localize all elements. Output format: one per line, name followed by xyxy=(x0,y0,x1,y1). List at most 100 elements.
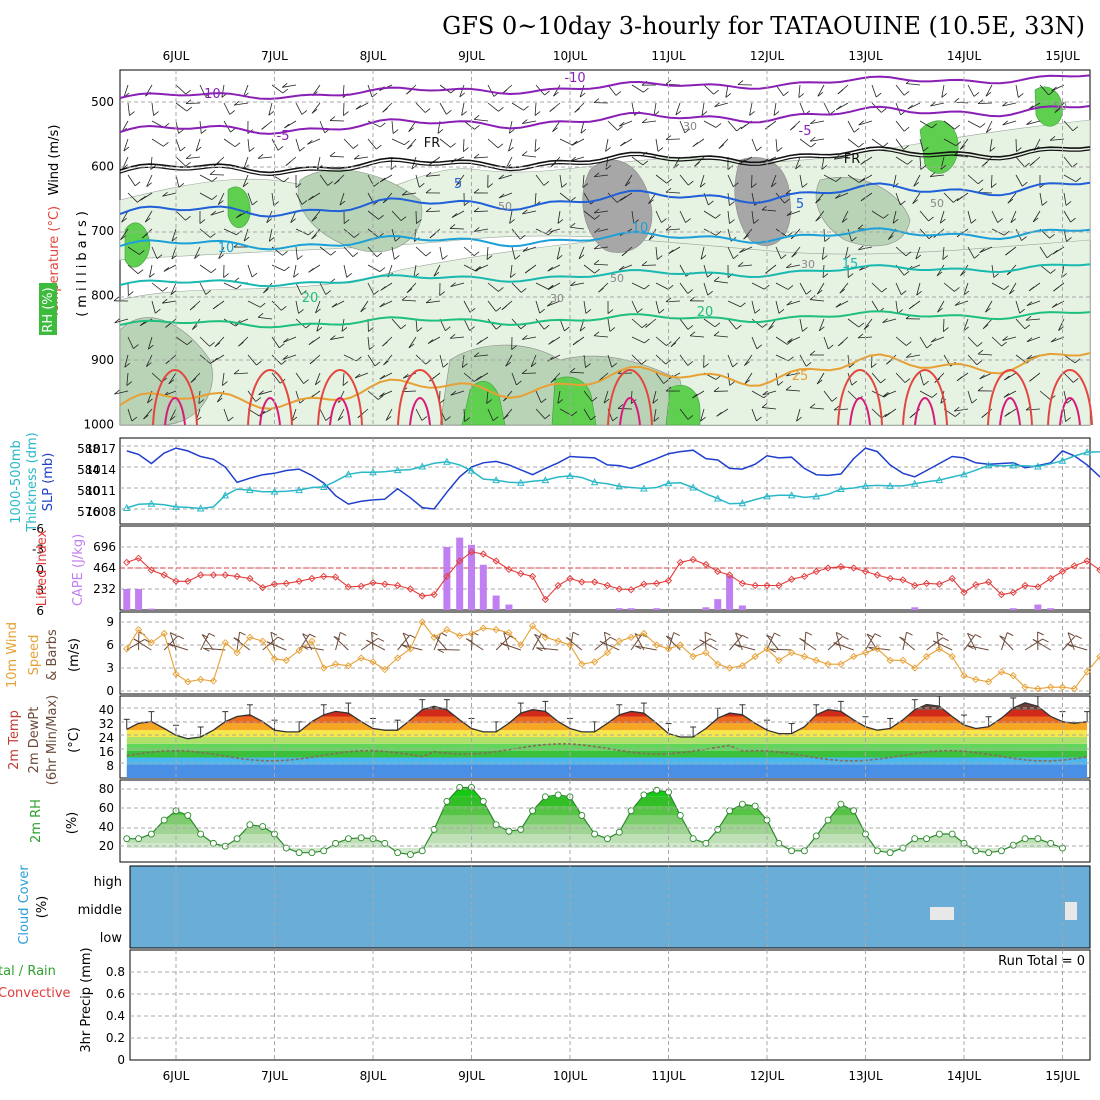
wind-barb-flag xyxy=(419,182,425,188)
wind-barb-flag xyxy=(1016,147,1022,152)
wind-barb-flag xyxy=(687,361,694,366)
wind-barb-flag xyxy=(692,142,699,147)
rh2m-marker xyxy=(578,811,586,819)
cape-bar xyxy=(702,607,710,610)
lifted-marker xyxy=(837,562,845,571)
wind10-barb-flag xyxy=(266,641,274,646)
wind-barb xyxy=(315,300,321,314)
wind-barb-flag xyxy=(194,254,200,259)
wind-barb xyxy=(703,282,709,296)
wind10-marker xyxy=(702,649,710,657)
wind-barb xyxy=(175,210,186,221)
isotherm-minus10 xyxy=(119,74,1091,100)
wind-barb-flag xyxy=(822,255,828,260)
rh2m-tick: 20 xyxy=(99,839,114,853)
wind-barb xyxy=(799,282,807,295)
wind-barb-flag xyxy=(283,177,290,183)
lifted-marker xyxy=(922,579,931,588)
wind-barb-flag xyxy=(943,327,949,332)
wind-barb xyxy=(665,138,681,140)
wind-barb-flag xyxy=(839,288,846,294)
wind-barb-flag xyxy=(390,165,397,170)
wind-barb-flag xyxy=(223,273,229,278)
isotherm-label: 50 xyxy=(610,272,624,285)
wind-barb-flag xyxy=(406,89,412,95)
wind-barb xyxy=(655,210,662,223)
wind-barb-flag xyxy=(442,255,448,260)
cape-tick: 696 xyxy=(93,540,116,554)
wind-barb-flag xyxy=(550,378,557,383)
wind-barb-flag xyxy=(144,217,151,223)
wind-barb xyxy=(762,209,777,212)
isotherm-35-loop xyxy=(1059,396,1081,426)
wind-barb-flag xyxy=(299,146,305,152)
lifted-marker xyxy=(270,580,279,588)
wind-barb xyxy=(751,336,758,349)
wind-barb xyxy=(521,372,537,374)
wind-barb-flag xyxy=(124,362,131,368)
wind-barb xyxy=(487,138,499,149)
bottom-date-label: 14JUL xyxy=(947,1069,982,1083)
wind-barb xyxy=(751,174,753,188)
wind-barb-flag xyxy=(953,198,959,203)
wind-barb-flag xyxy=(147,398,153,404)
wind-barb xyxy=(271,336,280,348)
wind-barb-flag xyxy=(761,403,768,408)
wind-barb-flag xyxy=(762,390,768,396)
wind-barb xyxy=(579,84,585,98)
wind-barb-flag xyxy=(997,218,1003,223)
wind-barb xyxy=(714,280,729,284)
wind-barb xyxy=(931,336,945,343)
wind10-barb-flag xyxy=(177,635,184,640)
wind10-barb-flag xyxy=(710,638,717,643)
wind-barb xyxy=(582,174,585,188)
slp-panel-frame xyxy=(119,437,1091,525)
rh2m-marker xyxy=(873,847,881,855)
wind-barb xyxy=(123,84,129,98)
isotherm-label: 15 xyxy=(842,257,859,272)
wind-barb-flag xyxy=(593,172,600,178)
wind-barb-flag xyxy=(429,233,436,239)
wind-barb-flag xyxy=(687,325,694,330)
cape-bar xyxy=(123,589,131,610)
bottom-date-label: 8JUL xyxy=(360,1069,387,1083)
wind-barb-flag xyxy=(1010,218,1017,224)
wind10-marker xyxy=(1058,683,1067,691)
wind10-barb xyxy=(729,634,743,651)
wind-barb-flag xyxy=(301,290,307,295)
isotherm-35-loop xyxy=(619,396,641,426)
rh2m-marker xyxy=(406,851,414,858)
wind-barb xyxy=(624,174,633,187)
wind-barb-flag xyxy=(1065,201,1072,206)
wind10-marker xyxy=(1021,683,1029,691)
wind-barb xyxy=(815,192,825,204)
wind-barb xyxy=(535,318,545,330)
wind-barb xyxy=(295,372,304,384)
wind-barb-flag xyxy=(1002,336,1008,341)
wind-barb-flag xyxy=(684,128,691,134)
cape-bar xyxy=(456,537,464,610)
wind10-barb-flag xyxy=(769,648,776,653)
lifted-index-label: Lifted Index xyxy=(35,529,50,606)
lifted-tick: 6 xyxy=(36,604,44,618)
wind-barb-flag xyxy=(713,387,720,392)
wind-barb-flag xyxy=(916,290,922,296)
wind-barb xyxy=(367,336,370,350)
wind-barb-flag xyxy=(283,338,289,343)
wind-barb-flag xyxy=(400,216,407,221)
isotherm-label: -10 xyxy=(564,71,585,86)
wind-barb-flag xyxy=(612,416,618,422)
wind-barb xyxy=(522,210,537,215)
wind-barb-flag xyxy=(591,396,598,402)
wind-barb xyxy=(283,336,297,343)
wind-barb-flag xyxy=(798,93,805,98)
cape-bars xyxy=(123,537,1055,610)
wind-barb-flag xyxy=(222,381,228,386)
rh2m-marker xyxy=(738,800,746,808)
wind-barb xyxy=(535,282,549,290)
wind-barb xyxy=(834,408,849,411)
wind-barb-flag xyxy=(641,359,647,365)
wind-barb xyxy=(895,138,904,150)
slp-tick: 1017 xyxy=(85,442,116,456)
